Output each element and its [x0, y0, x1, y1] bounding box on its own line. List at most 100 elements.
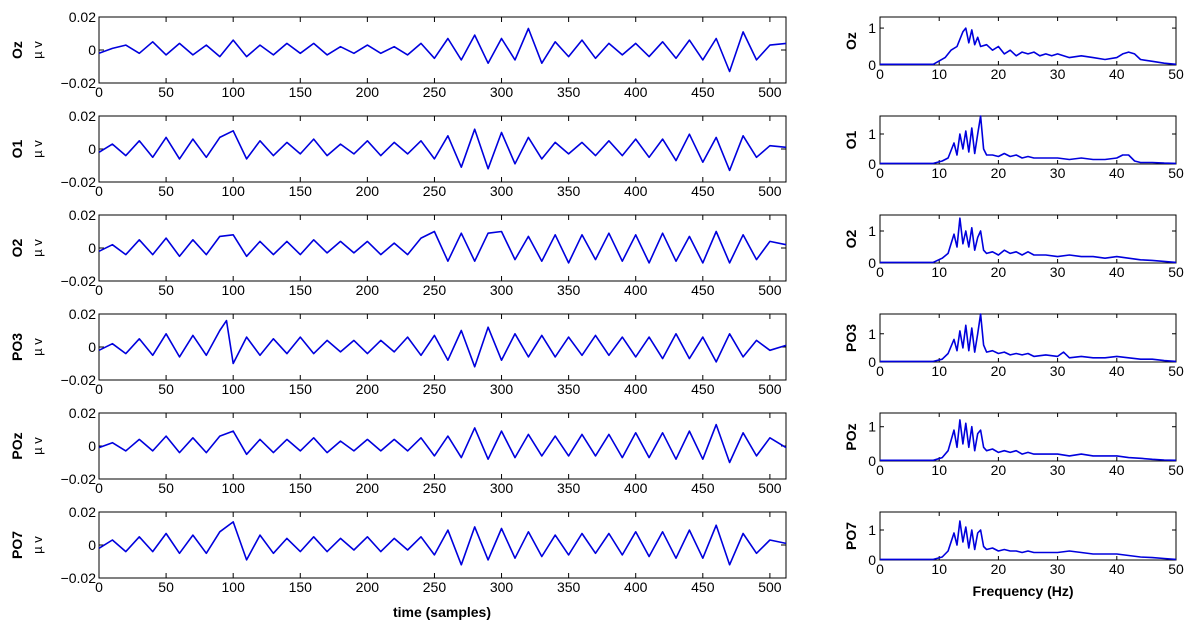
x-tick-label: 400	[624, 183, 648, 199]
y-tick-label: 1	[868, 326, 876, 342]
x-tick-label: 40	[1109, 165, 1125, 181]
x-tick-label: 50	[158, 381, 174, 397]
x-tick-label: 150	[289, 282, 313, 298]
x-tick-label: 10	[931, 66, 947, 82]
x-tick-label: 40	[1109, 264, 1125, 280]
spectrum-panel-poz: 0 10 20 30 40 50 0 1 POz	[843, 412, 1184, 478]
time-axes-frame	[98, 115, 787, 183]
x-tick-label: 350	[557, 282, 581, 298]
y-tick-label: −0.02	[61, 570, 97, 586]
x-tick-label: 50	[158, 282, 174, 298]
x-tick-label: 0	[876, 264, 884, 280]
x-tick-label: 250	[423, 84, 447, 100]
x-tick-label: 300	[490, 381, 514, 397]
y-unit-label: µ v	[30, 437, 45, 455]
x-tick-label: 500	[758, 183, 782, 199]
x-tick-label: 300	[490, 480, 514, 496]
x-tick-label: 0	[876, 561, 884, 577]
x-tick-label: 450	[691, 183, 715, 199]
y-tick-label: 0.02	[69, 306, 96, 322]
x-tick-label: 350	[557, 84, 581, 100]
x-tick-label: 0	[95, 84, 103, 100]
spectrum-line-o2	[880, 217, 1177, 264]
spectrum-panel-po3: 0 10 20 30 40 50 0 1 PO3	[843, 313, 1184, 379]
y-tick-label: 0	[868, 57, 876, 73]
spectrum-channel-label: O1	[843, 130, 859, 149]
x-tick-label: 200	[356, 579, 380, 595]
x-tick-label: 40	[1109, 462, 1125, 478]
time-panel-po7: 0 50 100 150 200 250 300 350 400 450 500−0.0200.02…	[9, 504, 787, 595]
time-axes-frame	[98, 511, 787, 579]
x-tick-label: 50	[158, 579, 174, 595]
x-tick-label: 100	[222, 183, 246, 199]
x-tick-label: 250	[423, 381, 447, 397]
x-tick-label: 10	[931, 264, 947, 280]
x-tick-label: 50	[1168, 264, 1184, 280]
x-tick-label: 0	[95, 381, 103, 397]
x-tick-label: 150	[289, 381, 313, 397]
spectrum-line-o1	[880, 115, 1177, 165]
y-tick-label: 0	[88, 240, 96, 256]
y-tick-label: −0.02	[61, 471, 97, 487]
x-tick-label: 450	[691, 282, 715, 298]
time-panel-o2: 0 50 100 150 200 250 300 350 400 450 500−0.0200.02…	[9, 207, 787, 298]
x-tick-label: 200	[356, 480, 380, 496]
x-tick-label: 20	[991, 66, 1007, 82]
x-tick-label: 200	[356, 84, 380, 100]
x-tick-label: 150	[289, 579, 313, 595]
x-tick-label: 50	[1168, 363, 1184, 379]
x-tick-label: 100	[222, 381, 246, 397]
x-tick-label: 0	[95, 480, 103, 496]
spectrum-xlabel: Frequency (Hz)	[972, 583, 1073, 599]
x-tick-label: 30	[1050, 165, 1066, 181]
time-panel-poz: 0 50 100 150 200 250 300 350 400 450 500−0.0200.02…	[9, 405, 787, 496]
x-tick-label: 50	[1168, 66, 1184, 82]
y-unit-label: µ v	[30, 140, 45, 158]
y-tick-label: 0	[868, 354, 876, 370]
x-tick-label: 30	[1050, 561, 1066, 577]
x-tick-label: 250	[423, 480, 447, 496]
time-series-line-poz	[98, 423, 787, 464]
x-tick-label: 100	[222, 84, 246, 100]
spectrum-axes-frame	[879, 16, 1177, 66]
y-tick-label: −0.02	[61, 75, 97, 91]
x-tick-label: 400	[624, 84, 648, 100]
x-tick-label: 250	[423, 282, 447, 298]
time-axes-frame	[98, 16, 787, 84]
x-tick-label: 450	[691, 381, 715, 397]
spectrum-panel-po7: 0 10 20 30 40 50 0 1 PO7	[843, 511, 1184, 577]
x-tick-label: 100	[222, 579, 246, 595]
x-tick-label: 150	[289, 183, 313, 199]
spectrum-channel-label: PO3	[843, 324, 859, 352]
x-tick-label: 200	[356, 381, 380, 397]
y-tick-label: 0	[88, 339, 96, 355]
spectrum-line-po7	[880, 520, 1177, 561]
x-tick-label: 500	[758, 579, 782, 595]
time-axes-frame	[98, 313, 787, 381]
time-series-line-oz	[98, 27, 787, 73]
x-tick-label: 0	[95, 282, 103, 298]
x-tick-label: 10	[931, 363, 947, 379]
y-tick-label: 0.02	[69, 405, 96, 421]
x-tick-label: 20	[991, 561, 1007, 577]
time-series-line-o2	[98, 230, 787, 264]
x-tick-label: 300	[490, 579, 514, 595]
x-tick-label: 350	[557, 579, 581, 595]
x-tick-label: 400	[624, 579, 648, 595]
spectrum-axes-frame	[879, 313, 1177, 363]
channel-label: PO3	[9, 333, 25, 361]
x-tick-label: 50	[1168, 462, 1184, 478]
time-panel-o1: 0 50 100 150 200 250 300 350 400 450 500−0.0200.02…	[9, 108, 787, 199]
y-unit-label: µ v	[30, 536, 45, 554]
x-tick-label: 20	[991, 363, 1007, 379]
y-tick-label: 0.02	[69, 108, 96, 124]
y-tick-label: −0.02	[61, 372, 97, 388]
x-tick-label: 30	[1050, 264, 1066, 280]
spectrum-panel-o1: 0 10 20 30 40 50 0 1 O1	[843, 115, 1184, 181]
y-tick-label: 0	[868, 156, 876, 172]
x-tick-label: 0	[876, 462, 884, 478]
x-tick-label: 300	[490, 84, 514, 100]
x-tick-label: 500	[758, 381, 782, 397]
